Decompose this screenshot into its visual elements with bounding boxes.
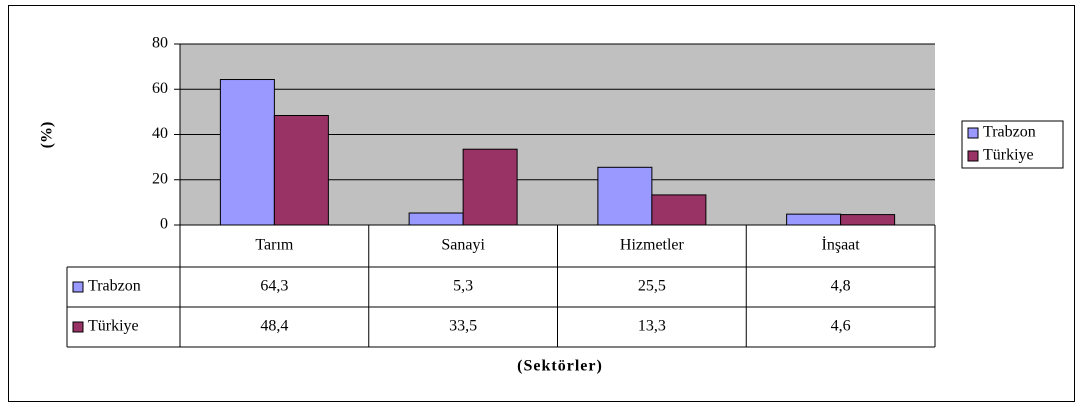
- table-value: 5,3: [453, 278, 473, 295]
- y-tick-label: 40: [152, 125, 168, 142]
- legend-key: [967, 127, 979, 139]
- bar: [408, 212, 464, 226]
- table-value: 48,4: [260, 318, 288, 335]
- bar: [651, 194, 707, 226]
- bar: [840, 214, 896, 226]
- x-axis-label: (Sektörler): [517, 358, 603, 375]
- table-value: 33,5: [449, 318, 477, 335]
- table-value: 13,3: [638, 318, 666, 335]
- legend-key: [967, 150, 979, 162]
- x-tick-label: Sanayi: [441, 237, 485, 254]
- x-tick-label: Hizmetler: [620, 237, 685, 254]
- y-tick-label: 0: [160, 216, 168, 233]
- table-value: 4,6: [831, 318, 851, 335]
- table-row-label: Türkiye: [88, 318, 139, 335]
- table-legend-key: [72, 321, 84, 333]
- bar: [219, 79, 275, 226]
- y-tick-label: 60: [152, 80, 168, 97]
- table-value: 64,3: [260, 278, 288, 295]
- legend-box: [961, 120, 1064, 169]
- y-axis-label: (%): [39, 122, 56, 149]
- bar: [786, 213, 842, 226]
- legend-label: Türkiye: [983, 147, 1034, 164]
- x-tick-label: İnşaat: [822, 236, 861, 254]
- table-row-label: Trabzon: [88, 278, 141, 295]
- legend-label: Trabzon: [983, 124, 1036, 141]
- table-legend-key: [72, 281, 84, 293]
- y-tick-label: 80: [152, 35, 168, 52]
- x-tick-label: Tarım: [255, 237, 294, 254]
- y-tick-label: 20: [152, 170, 168, 187]
- bar: [462, 148, 518, 226]
- table-value: 4,8: [831, 278, 851, 295]
- table-value: 25,5: [638, 278, 666, 295]
- bar: [273, 114, 329, 226]
- bar: [597, 166, 653, 226]
